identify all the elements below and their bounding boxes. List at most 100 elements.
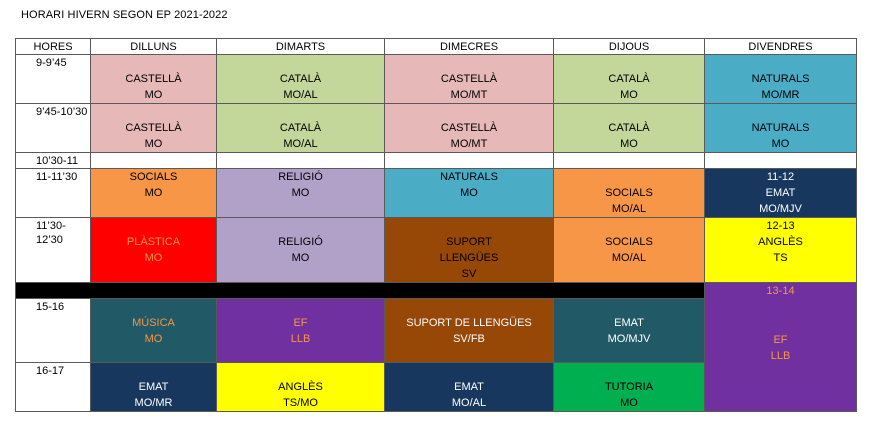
- teacher-label: MO: [144, 252, 163, 264]
- class-cell: SOCIALS MO/AL: [553, 217, 705, 283]
- subject-label: LLENGÜES: [439, 252, 499, 264]
- subject-label: ANGLÈS: [278, 381, 323, 393]
- class-cell: RELIGIÓ MO: [216, 217, 385, 283]
- empty-cell: [553, 152, 705, 169]
- teacher-label: MO: [144, 89, 163, 101]
- time-label: 13-14: [766, 285, 795, 297]
- class-cell: CASTELLÀ MO/MT: [384, 54, 554, 104]
- class-cell: EF LLB: [216, 298, 385, 363]
- empty-cell: [384, 152, 554, 169]
- class-cell: MÚSICA MO: [90, 298, 217, 363]
- subject-label: RELIGIÓ: [278, 171, 323, 183]
- table-row: 16-17 EMAT MO/MR ANGLÈS TS/MO EMAT MO/AL…: [15, 362, 857, 412]
- subject-label: EF: [773, 334, 788, 346]
- class-cell: SUPORT DE LLENGÜES SV/FB: [384, 298, 554, 363]
- subject-label: EMAT: [138, 381, 169, 393]
- teacher-label: MO/AL: [611, 252, 647, 264]
- hour-cell: 9’45-10’30: [15, 103, 91, 153]
- hour-cell: 16-17: [15, 362, 91, 412]
- teacher-label: MO: [460, 187, 478, 199]
- subject-label: EMAT: [454, 381, 484, 393]
- hour-cell: 11-11’30: [15, 168, 91, 218]
- header-dijous: DIJOUS: [553, 38, 705, 55]
- teacher-label: MO/MR: [761, 89, 800, 101]
- header-row: HORES DILLUNS DIMARTS DIMECRES DIJOUS DI…: [15, 38, 857, 55]
- subject-label: ANGLÈS: [758, 236, 803, 248]
- subject-label: SOCIALS: [605, 187, 653, 199]
- teacher-label: TS: [773, 252, 788, 264]
- table-row: 15-16 MÚSICA MO EF LLB SUPORT DE LLENGÜE…: [15, 298, 857, 363]
- class-cell: 13-14 EF LLB: [704, 282, 857, 412]
- class-cell: CASTELLÀ MO/MT: [384, 103, 554, 153]
- teacher-label: MO: [291, 252, 310, 264]
- table-row: 11’30- 12’30 PLÀSTICA MO RELIGIÓ MO SUPO…: [15, 217, 857, 283]
- time-label: 12-13: [766, 220, 795, 232]
- class-cell: CASTELLÀ MO: [90, 54, 217, 104]
- class-cell: CASTELLÀ MO: [90, 103, 217, 153]
- header-divendres: DIVENDRES: [704, 38, 857, 55]
- hour-cell: 9-9’45: [15, 54, 91, 104]
- table-row: 9’45-10’30 CASTELLÀ MO CATALÀ MO/AL CAST…: [15, 103, 857, 153]
- page-title: HORARI HIVERN SEGON EP 2021-2022: [21, 9, 228, 21]
- class-cell: ANGLÈS TS/MO: [216, 362, 385, 412]
- table-row: 9-9’45 CASTELLÀ MO CATALÀ MO/AL CASTELLÀ…: [15, 54, 857, 104]
- teacher-label: MO/AL: [283, 138, 318, 150]
- subject-label: NATURALS: [440, 171, 498, 183]
- teacher-label: MO/MJV: [759, 203, 802, 215]
- teacher-label: MO: [144, 187, 163, 199]
- class-cell: NATURALS MO: [704, 103, 857, 153]
- teacher-label: MO/MT: [450, 138, 488, 150]
- empty-cell: [90, 152, 217, 169]
- table-row: 11-11’30 SOCIALS MO RELIGIÓ MO NATURALS …: [15, 168, 857, 218]
- teacher-label: MO: [144, 138, 163, 150]
- teacher-label: LLB: [290, 333, 311, 345]
- hour-cell: 11’30- 12’30: [15, 217, 91, 283]
- subject-label: SUPORT: [446, 236, 492, 248]
- teacher-label: MO: [620, 89, 638, 101]
- subject-label: CASTELLÀ: [125, 122, 182, 134]
- subject-label: CATALÀ: [279, 122, 322, 134]
- subject-label: MÚSICA: [132, 317, 175, 329]
- subject-label: NATURALS: [751, 73, 810, 85]
- subject-label: EMAT: [614, 317, 644, 329]
- teacher-label: MO: [291, 187, 310, 199]
- class-cell: CATALÀ MO/AL: [216, 54, 385, 104]
- time-label: 11-12: [766, 171, 795, 183]
- subject-label: NATURALS: [751, 122, 810, 134]
- teacher-label: MO: [144, 333, 163, 345]
- subject-label: EF: [293, 317, 308, 329]
- teacher-label: MO/MR: [134, 397, 173, 409]
- teacher-label: MO: [620, 138, 638, 150]
- class-cell: SUPORT LLENGÜES SV: [384, 217, 554, 283]
- subject-label: CATALÀ: [608, 122, 650, 134]
- class-cell: 11-12 EMAT MO/MJV: [704, 168, 857, 218]
- subject-label: SUPORT DE LLENGÜES: [406, 317, 532, 329]
- subject-label: CATALÀ: [608, 73, 650, 85]
- class-cell: NATURALS MO/MR: [704, 54, 857, 104]
- subject-label: CASTELLÀ: [125, 73, 182, 85]
- class-cell: EMAT MO/MJV: [553, 298, 705, 363]
- teacher-label: TS/MO: [283, 397, 318, 409]
- lunch-bar-row: 13-14 EF LLB: [15, 282, 857, 412]
- teacher-label: MO/MJV: [607, 333, 651, 345]
- hour-label: 11’30-: [36, 220, 66, 232]
- class-cell: CATALÀ MO: [553, 103, 705, 153]
- empty-cell: [704, 152, 857, 169]
- schedule-table: HORES DILLUNS DIMARTS DIMECRES DIJOUS DI…: [15, 38, 857, 412]
- class-cell: EMAT MO/AL: [384, 362, 554, 412]
- header-dimarts: DIMARTS: [216, 38, 385, 55]
- subject-label: CASTELLÀ: [440, 122, 498, 134]
- subject-label: RELIGIÓ: [278, 236, 323, 248]
- teacher-label: MO/MT: [450, 89, 488, 101]
- subject-label: SOCIALS: [605, 236, 653, 248]
- subject-label: EMAT: [765, 187, 796, 199]
- teacher-label: SV/FB: [453, 333, 485, 345]
- header-dilluns: DILLUNS: [90, 38, 217, 55]
- class-cell: CATALÀ MO: [553, 54, 705, 104]
- subject-label: TUTORIA: [604, 381, 654, 393]
- hour-cell: 15-16: [15, 298, 91, 363]
- lunch-bar: [15, 282, 705, 299]
- hour-label: 12’30: [36, 234, 63, 246]
- teacher-label: MO/AL: [283, 89, 318, 101]
- subject-label: CATALÀ: [279, 73, 322, 85]
